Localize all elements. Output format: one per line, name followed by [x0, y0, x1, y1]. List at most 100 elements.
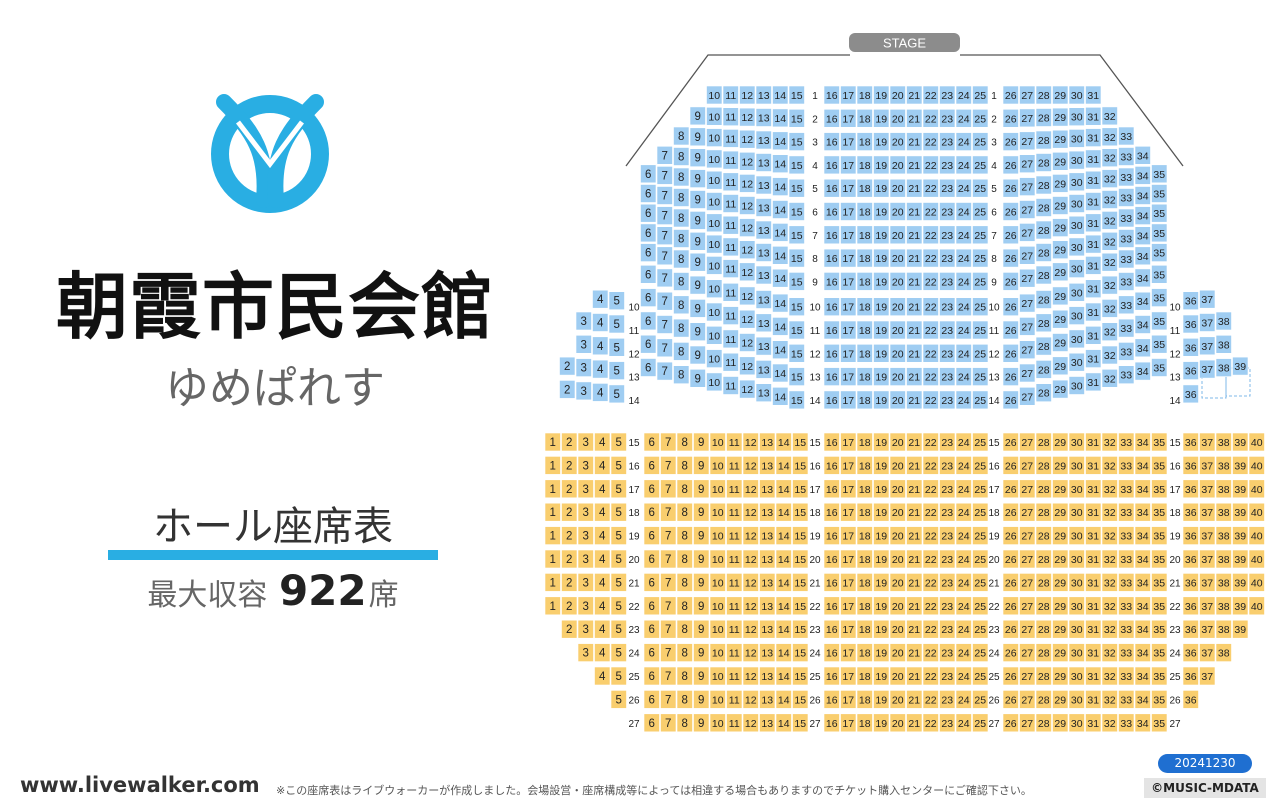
seat-3-31[interactable] — [1085, 128, 1102, 147]
seat-1-10[interactable] — [706, 85, 723, 105]
seat-4-23[interactable] — [939, 155, 956, 175]
seat-11-5[interactable] — [608, 314, 625, 334]
seat-4-24[interactable] — [955, 155, 972, 175]
seat-15-37[interactable] — [1199, 432, 1216, 452]
seat-13-36[interactable] — [1182, 361, 1199, 380]
seat-7-25[interactable] — [972, 225, 989, 245]
seat-17-22[interactable] — [922, 479, 939, 499]
seat-7-22[interactable] — [922, 225, 939, 245]
seat-12-33[interactable] — [1118, 318, 1135, 338]
seat-1-26[interactable] — [1002, 85, 1019, 105]
seat-7-30[interactable] — [1068, 215, 1085, 235]
seat-6-18[interactable] — [856, 202, 873, 221]
seat-15-11[interactable] — [726, 432, 743, 452]
seat-16-15[interactable] — [792, 456, 809, 475]
seat-15-1[interactable] — [544, 432, 561, 452]
seat-7-6[interactable] — [640, 203, 657, 223]
seat-5-32[interactable] — [1101, 169, 1118, 188]
seat-14-34[interactable] — [1134, 361, 1151, 381]
seat-1-29[interactable] — [1052, 85, 1069, 105]
seat-5-23[interactable] — [939, 178, 956, 198]
seat-12-12[interactable] — [739, 333, 756, 352]
seat-15-40[interactable] — [1248, 432, 1265, 452]
seat-17-30[interactable] — [1068, 479, 1085, 499]
seat-3-10[interactable] — [706, 128, 723, 147]
seat-1-15[interactable] — [788, 85, 805, 105]
seat-11-33[interactable] — [1118, 295, 1135, 315]
seat-14-35[interactable] — [1151, 358, 1168, 377]
seat-2-28[interactable] — [1035, 108, 1052, 127]
seat-9-35[interactable] — [1151, 243, 1168, 262]
seat-12-3[interactable] — [575, 334, 592, 354]
seat-12-31[interactable] — [1085, 325, 1102, 345]
seat-5-11[interactable] — [722, 172, 739, 192]
seat-9-15[interactable] — [788, 272, 805, 291]
seat-18-5[interactable] — [610, 502, 627, 522]
seat-17-9[interactable] — [693, 479, 710, 499]
seat-8-29[interactable] — [1052, 240, 1069, 259]
seat-15-23[interactable] — [939, 432, 956, 452]
seat-16-32[interactable] — [1101, 456, 1118, 475]
seat-13-6[interactable] — [640, 334, 657, 354]
seat-16-14[interactable] — [775, 456, 792, 475]
seat-18-2[interactable] — [561, 502, 578, 522]
seat-7-18[interactable] — [856, 225, 873, 245]
seat-17-8[interactable] — [676, 479, 693, 499]
seat-15-5[interactable] — [610, 432, 627, 452]
seat-13-11[interactable] — [722, 352, 739, 372]
seat-4-18[interactable] — [856, 155, 873, 175]
seat-14-27[interactable] — [1019, 386, 1036, 406]
seat-15-26[interactable] — [1002, 432, 1019, 452]
seat-11-4[interactable] — [592, 313, 609, 332]
seat-3-12[interactable] — [739, 129, 756, 149]
seat-12-5[interactable] — [608, 337, 625, 357]
seat-15-30[interactable] — [1068, 432, 1085, 452]
seat-17-3[interactable] — [577, 479, 594, 499]
seat-14-14[interactable] — [772, 386, 789, 406]
seat-11-14[interactable] — [772, 317, 789, 336]
seat-7-9[interactable] — [689, 211, 706, 230]
seat-17-4[interactable] — [594, 479, 611, 499]
seat-9-28[interactable] — [1035, 265, 1052, 285]
seat-16-23[interactable] — [939, 456, 956, 475]
seat-3-13[interactable] — [755, 130, 772, 150]
seat-14-12[interactable] — [739, 379, 756, 399]
seat-2-27[interactable] — [1019, 108, 1036, 128]
seat-1-13[interactable] — [755, 85, 772, 105]
seat-11-23[interactable] — [939, 320, 956, 340]
seat-5-27[interactable] — [1019, 177, 1036, 196]
seat-15-35[interactable] — [1151, 432, 1168, 452]
seat-6-13[interactable] — [755, 198, 772, 217]
seat-17-18[interactable] — [856, 479, 873, 499]
seat-8-14[interactable] — [772, 246, 789, 265]
seat-14-17[interactable] — [840, 390, 857, 410]
seat-3-21[interactable] — [906, 132, 923, 151]
seat-16-17[interactable] — [840, 456, 857, 475]
seat-10-13[interactable] — [755, 290, 772, 309]
seat-6-27[interactable] — [1019, 200, 1036, 219]
seat-5-28[interactable] — [1035, 175, 1052, 195]
seat-12-9[interactable] — [689, 322, 706, 342]
seat-13-31[interactable] — [1085, 349, 1102, 368]
seat-10-37[interactable] — [1199, 289, 1216, 309]
seat-12-8[interactable] — [673, 318, 690, 338]
seat-13-25[interactable] — [972, 367, 989, 386]
seat-10-25[interactable] — [972, 297, 989, 317]
seat-7-17[interactable] — [840, 225, 857, 245]
seat-9-9[interactable] — [689, 252, 706, 272]
seat-9-25[interactable] — [972, 272, 989, 291]
seat-14-33[interactable] — [1118, 365, 1135, 385]
seat-4-11[interactable] — [722, 150, 739, 170]
seat-18-1[interactable] — [544, 502, 561, 522]
seat-4-28[interactable] — [1035, 153, 1052, 172]
seat-18-13[interactable] — [759, 502, 776, 522]
seat-5-35[interactable] — [1151, 164, 1168, 184]
seat-9-11[interactable] — [722, 259, 739, 278]
seat-18-15[interactable] — [792, 502, 809, 522]
seat-5-24[interactable] — [955, 178, 972, 198]
seat-12-38[interactable] — [1215, 334, 1232, 354]
seat-8-28[interactable] — [1035, 243, 1052, 262]
seat-6-26[interactable] — [1002, 202, 1019, 221]
seat-13-22[interactable] — [922, 367, 939, 386]
seat-11-38[interactable] — [1215, 311, 1232, 331]
